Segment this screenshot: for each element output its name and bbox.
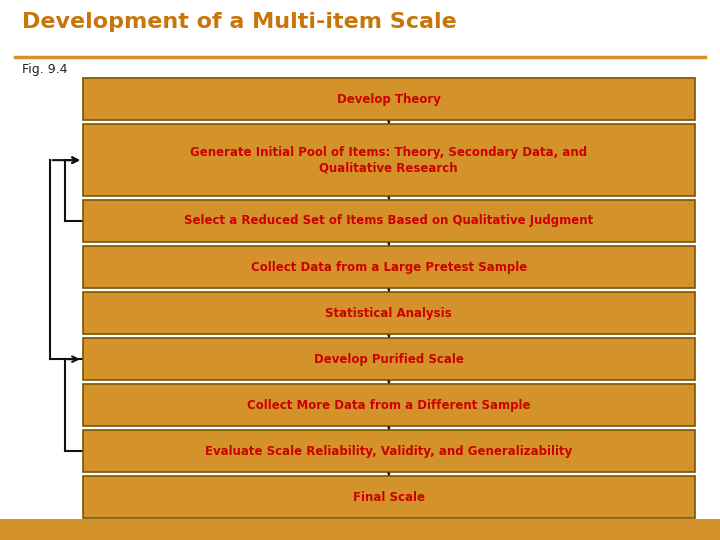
FancyBboxPatch shape	[83, 246, 695, 288]
Text: Statistical Analysis: Statistical Analysis	[325, 307, 452, 320]
Text: Develop Theory: Develop Theory	[337, 93, 441, 106]
Text: Copyright © 2010 Pearson Education, Inc.: Copyright © 2010 Pearson Education, Inc.	[14, 525, 233, 535]
Text: Generate Initial Pool of Items: Theory, Secondary Data, and
Qualitative Research: Generate Initial Pool of Items: Theory, …	[190, 146, 588, 174]
FancyBboxPatch shape	[83, 430, 695, 472]
FancyBboxPatch shape	[83, 124, 695, 196]
Text: Fig. 9.4: Fig. 9.4	[22, 63, 68, 76]
Text: Development of a Multi-item Scale: Development of a Multi-item Scale	[22, 12, 456, 32]
Text: Select a Reduced Set of Items Based on Qualitative Judgment: Select a Reduced Set of Items Based on Q…	[184, 214, 593, 227]
Bar	[0, 519, 720, 540]
FancyBboxPatch shape	[83, 338, 695, 380]
Text: Final Scale: Final Scale	[353, 491, 425, 504]
FancyBboxPatch shape	[83, 200, 695, 242]
Text: Develop Purified Scale: Develop Purified Scale	[314, 353, 464, 366]
Text: 9-20: 9-20	[683, 525, 706, 535]
FancyBboxPatch shape	[83, 78, 695, 120]
Text: Collect More Data from a Different Sample: Collect More Data from a Different Sampl…	[247, 399, 531, 411]
Text: Evaluate Scale Reliability, Validity, and Generalizability: Evaluate Scale Reliability, Validity, an…	[205, 445, 572, 458]
FancyBboxPatch shape	[83, 384, 695, 426]
FancyBboxPatch shape	[83, 292, 695, 334]
Text: Collect Data from a Large Pretest Sample: Collect Data from a Large Pretest Sample	[251, 260, 527, 273]
FancyBboxPatch shape	[83, 476, 695, 518]
